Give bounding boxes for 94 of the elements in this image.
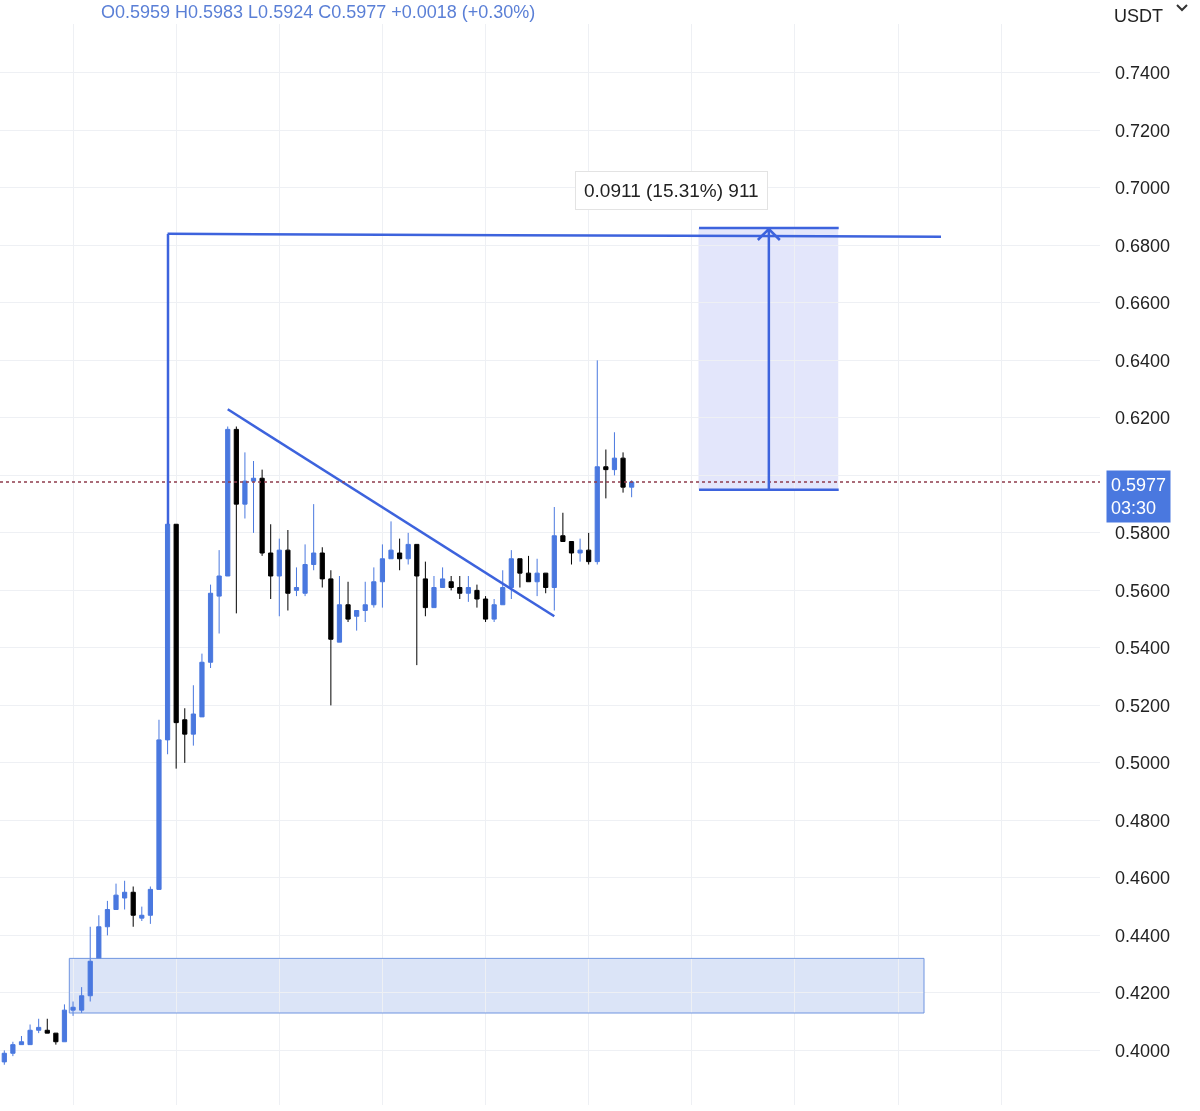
candlestick: [525, 555, 532, 583]
candlestick: [190, 684, 196, 747]
candlestick: [543, 572, 549, 594]
candlestick: [465, 575, 471, 603]
y-tick-label: 0.6600: [1115, 293, 1171, 314]
candlestick: [156, 719, 162, 890]
candlestick: [293, 566, 300, 597]
candlestick: [96, 914, 102, 959]
candlestick: [500, 569, 506, 606]
candlestick: [517, 558, 523, 588]
candlestick: [577, 538, 583, 563]
candlestick: [302, 543, 308, 597]
candlestick: [448, 575, 454, 591]
candlestick: [27, 1024, 33, 1046]
candlestick: [173, 523, 179, 770]
candlestick: [568, 541, 575, 565]
candlestick: [414, 543, 420, 666]
candlestick: [491, 598, 497, 623]
candlestick: [242, 451, 248, 519]
candlestick: [122, 880, 128, 910]
candlestick: [182, 707, 188, 764]
candlestick: [87, 926, 93, 1002]
candlestick: [431, 575, 437, 609]
candlestick: [354, 610, 360, 632]
candlestick: [10, 1041, 16, 1057]
ref-line-label: 0.5977 03:30: [1111, 475, 1167, 519]
y-tick-label: 0.4400: [1115, 925, 1171, 946]
candlestick: [388, 520, 394, 560]
candlestick: [345, 581, 351, 623]
band-label: 0.0911 (15.31%) 911: [584, 180, 759, 201]
y-tick-label: 0.5000: [1115, 753, 1171, 774]
candlestick: [397, 538, 403, 571]
y-tick-label: 0.4600: [1115, 868, 1171, 889]
candlestick: [276, 538, 282, 617]
y-tick-label: 0.4800: [1115, 810, 1171, 831]
candlestick: [629, 479, 635, 498]
candlestick: [44, 1018, 50, 1034]
candlestick: [594, 359, 600, 565]
y-tick-label: 0.5800: [1115, 523, 1171, 544]
candlestick: [70, 1001, 76, 1017]
candlestick: [259, 469, 265, 557]
candlestick: [379, 543, 386, 609]
candlestick: [216, 549, 222, 634]
y-tick-label: 0.6800: [1115, 235, 1171, 256]
candlestick: [362, 581, 368, 623]
candlestick: [268, 523, 274, 600]
y-tick-label: 0.5600: [1115, 580, 1171, 601]
candlestick: [620, 451, 626, 494]
candlestick: [422, 561, 428, 617]
text: USDT: [1114, 6, 1163, 26]
candlestick: [18, 1035, 25, 1046]
y-tick-label: 0.6200: [1115, 408, 1171, 429]
candlestick: [457, 575, 463, 600]
candlestick: [233, 426, 239, 614]
candlestick: [586, 532, 592, 565]
candlestick: [53, 1032, 59, 1046]
candlestick: [147, 886, 153, 925]
chart-subtitle: O0.5959 H0.5983 L0.5924 C0.5977 +0.0018 (+0.30%): [101, 2, 536, 22]
candlestick: [139, 906, 145, 922]
candlestick: [611, 431, 618, 476]
candlestick: [405, 532, 411, 565]
candlestick: [439, 566, 446, 588]
candlestick: [207, 584, 214, 669]
candlestick: [560, 512, 566, 542]
candlestick: [319, 546, 325, 588]
candlestick: [603, 449, 609, 499]
candlestick: [482, 595, 489, 623]
y-tick-label: 0.5400: [1115, 638, 1171, 659]
candlestick: [474, 584, 480, 609]
y-tick-label: 0.5200: [1115, 695, 1171, 716]
candlestick: [130, 886, 136, 928]
y-tick-label: 0.7200: [1115, 120, 1171, 141]
y-tick-label: 0.4200: [1115, 983, 1171, 1004]
y-tick-label: 0.7000: [1115, 178, 1171, 199]
candlestick: [311, 503, 317, 571]
candlestick: [199, 653, 205, 718]
candlestick: [1, 1049, 7, 1066]
candlestick: [113, 883, 119, 910]
candlestick: [371, 566, 377, 609]
y-tick-label: 0.6400: [1115, 350, 1171, 371]
candlestick: [508, 549, 514, 600]
candlestick: [79, 986, 85, 1014]
candlestick: [534, 558, 540, 597]
candlestick: [551, 506, 557, 611]
y-tick-label: 0.7400: [1115, 63, 1171, 84]
candlestick: [336, 575, 343, 643]
candlestick: [61, 1003, 68, 1043]
candlestick: [36, 1018, 42, 1034]
y-tick-label: 0.4000: [1115, 1040, 1171, 1061]
candlestick: [225, 426, 231, 577]
candlestick: [328, 569, 334, 706]
candlestick: [285, 529, 291, 611]
candlestick: [104, 900, 111, 936]
candlestick: [250, 460, 257, 534]
